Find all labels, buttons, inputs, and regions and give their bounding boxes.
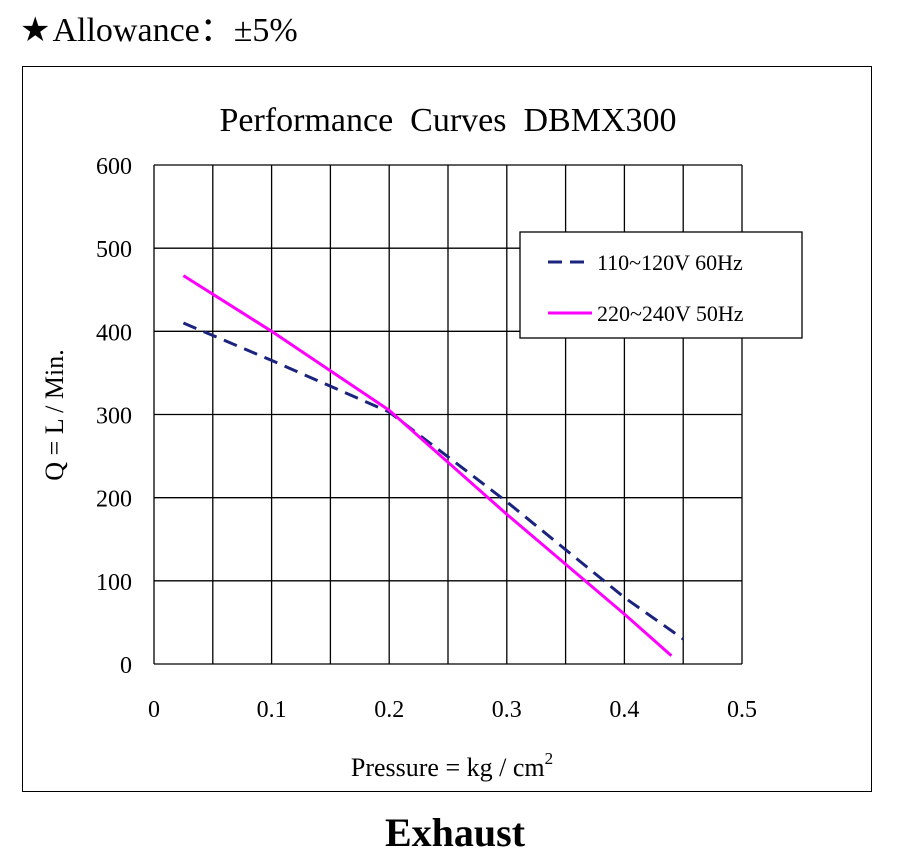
legend-label-2: 220~240V 50Hz (597, 301, 744, 326)
series-line-2 (182, 274, 673, 657)
chart-legend: 110~120V 60Hz 220~240V 50Hz (519, 231, 803, 339)
x-tick-label: 0.2 (374, 697, 404, 723)
x-axis-ticks: 0 0.1 0.2 0.3 0.4 0.5 (148, 697, 757, 723)
chart-series (182, 274, 685, 657)
y-tick-label: 400 (96, 320, 132, 346)
allowance-note: ★Allowance：±5% (20, 8, 298, 53)
star-icon: ★ (20, 10, 51, 50)
y-tick-label: 600 (96, 154, 132, 180)
y-tick-label: 0 (120, 653, 132, 679)
x-axis-label-text: Pressure = kg / cm (351, 753, 545, 782)
chart-frame (22, 66, 872, 792)
y-tick-label: 100 (96, 570, 132, 596)
x-tick-label: 0.1 (257, 697, 287, 723)
y-tick-label: 200 (96, 487, 132, 513)
x-axis-label-superscript: 2 (545, 749, 554, 768)
y-tick-label: 500 (96, 237, 132, 263)
x-tick-label: 0.4 (609, 697, 639, 723)
x-tick-label: 0.3 (492, 697, 522, 723)
allowance-text: Allowance：±5% (52, 12, 298, 49)
y-axis-ticks: 0 100 200 300 400 500 600 (96, 154, 132, 679)
legend-label-1: 110~120V 60Hz (597, 250, 743, 275)
chart-caption: Exhaust (384, 810, 526, 855)
chart-title: Performance Curves DBMX300 (219, 102, 676, 139)
x-axis-label: Pressure = kg / cm2 (351, 749, 553, 782)
x-tick-label: 0 (148, 697, 160, 723)
legend-box (519, 231, 803, 339)
y-axis-label: Q = L / Min. (40, 349, 69, 480)
series-line-1 (182, 321, 685, 641)
y-tick-label: 300 (96, 404, 132, 430)
x-tick-label: 0.5 (727, 697, 757, 723)
